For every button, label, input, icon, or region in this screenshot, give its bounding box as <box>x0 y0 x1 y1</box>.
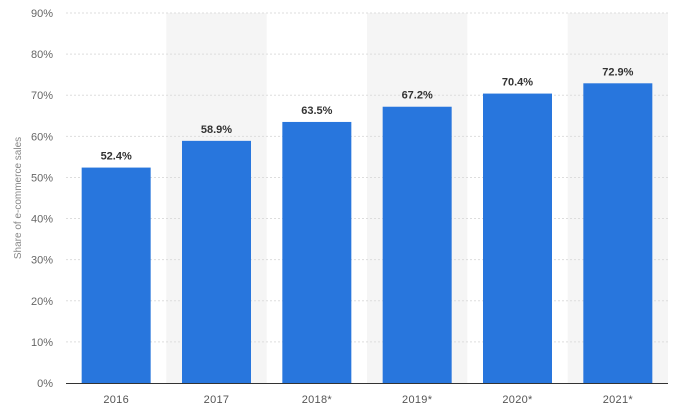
bar <box>81 167 151 383</box>
bar <box>382 106 452 383</box>
gridlines <box>66 12 668 343</box>
bar <box>483 93 552 384</box>
x-axis-ticks: 2016 2017 2018* 2019* 2020* 2021* <box>103 394 633 406</box>
y-axis-title: Share of e-commerce sales <box>13 137 24 259</box>
data-label: 67.2% <box>402 90 433 102</box>
x-tick-label: 2017 <box>204 394 230 406</box>
bars <box>81 83 653 384</box>
y-tick-label: 80% <box>31 49 53 61</box>
y-tick-label: 20% <box>31 296 53 308</box>
x-tick-label: 2016 <box>103 394 129 406</box>
data-label: 72.9% <box>602 66 633 78</box>
y-tick-label: 0% <box>37 378 53 390</box>
y-tick-label: 60% <box>31 131 53 143</box>
bar <box>282 121 352 383</box>
x-tick-label: 2018* <box>302 394 333 406</box>
x-tick-label: 2020* <box>502 394 533 406</box>
y-tick-label: 30% <box>31 255 53 267</box>
y-tick-label: 40% <box>31 214 53 226</box>
y-tick-label: 10% <box>31 337 53 349</box>
bar <box>182 140 251 383</box>
y-axis-ticks: 0% 10% 20% 30% 40% 50% 60% 70% 80% 90% <box>31 8 53 390</box>
y-tick-label: 90% <box>31 8 53 20</box>
data-label: 52.4% <box>101 151 132 163</box>
data-label: 58.9% <box>201 124 232 136</box>
y-tick-label: 50% <box>31 172 53 184</box>
data-labels: 52.4% 58.9% 63.5% 67.2% 70.4% 72.9% <box>101 66 634 162</box>
x-tick-label: 2019* <box>402 394 433 406</box>
data-label: 70.4% <box>502 77 533 89</box>
y-tick-label: 70% <box>31 90 53 102</box>
bar <box>583 83 653 384</box>
data-label: 63.5% <box>301 105 332 117</box>
x-tick-label: 2021* <box>603 394 634 406</box>
